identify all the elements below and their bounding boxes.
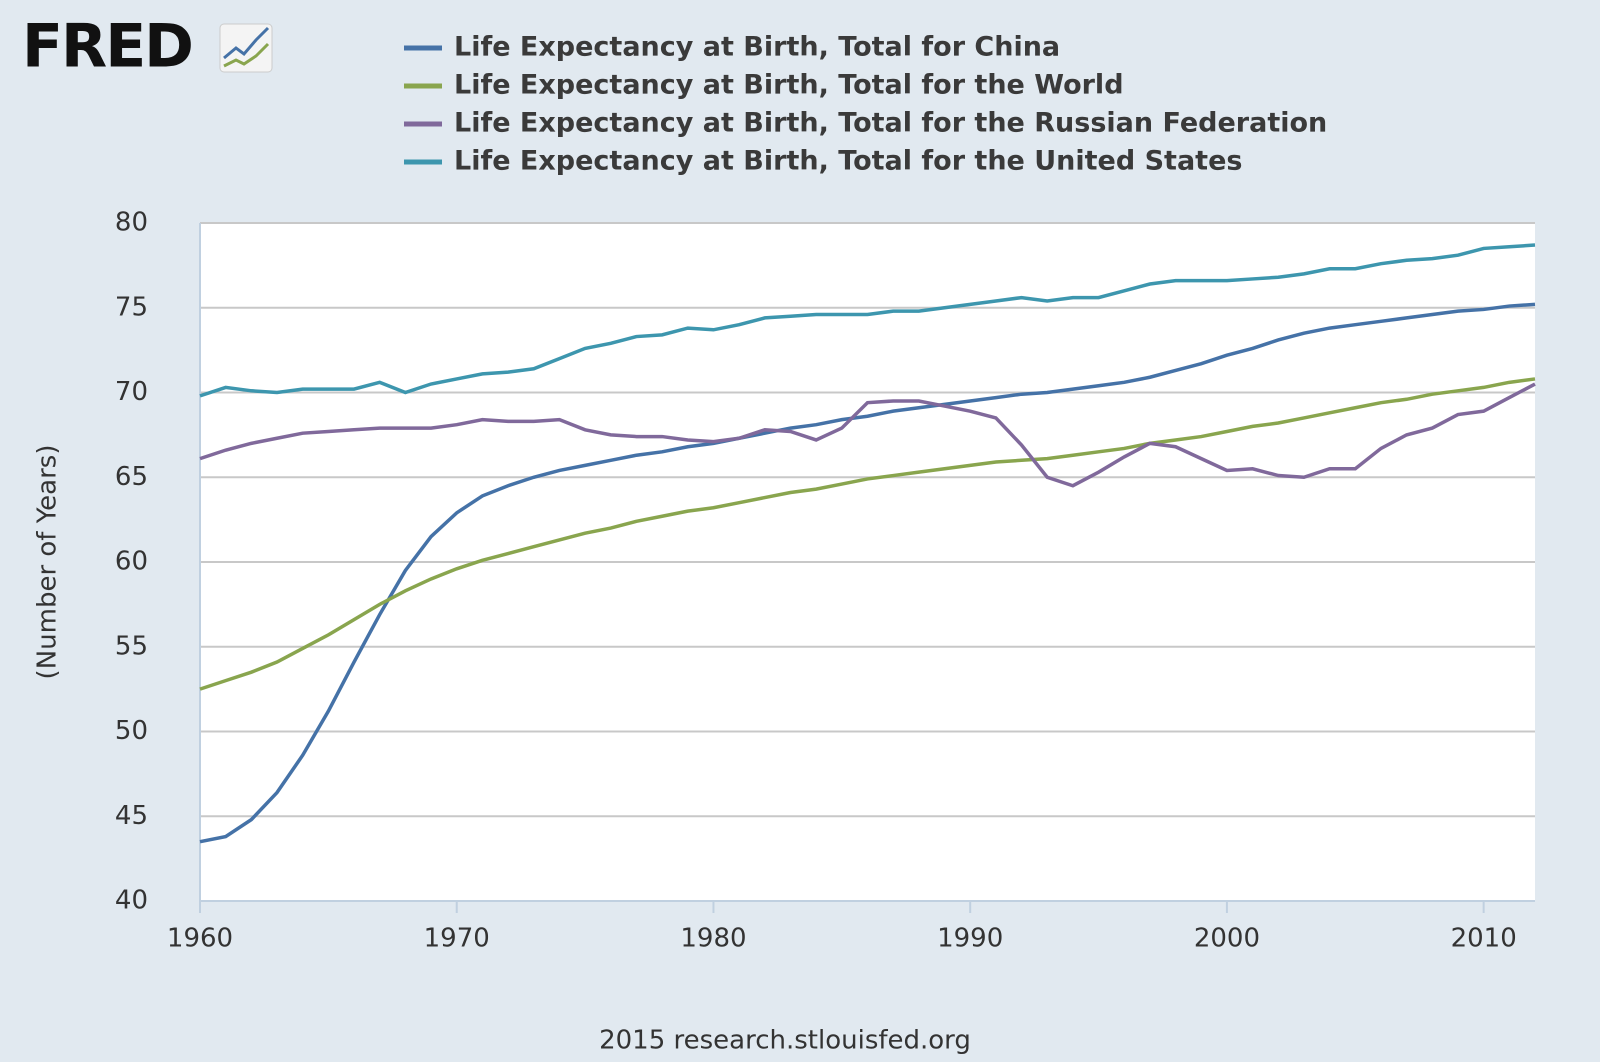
- y-tick-label: 75: [115, 292, 148, 322]
- x-tick-label: 1990: [937, 924, 1003, 954]
- y-tick-label: 65: [115, 462, 148, 492]
- series-line: [199, 382, 1536, 488]
- logo: FRED: [22, 12, 192, 82]
- y-tick-label: 40: [115, 886, 148, 916]
- x-tick-label: 1960: [167, 924, 233, 954]
- legend-label: Life Expectancy at Birth, Total for the …: [454, 146, 1242, 177]
- logo-icon: [219, 23, 273, 73]
- y-tick-label: 50: [115, 716, 148, 746]
- y-tick-label: 60: [115, 547, 148, 577]
- y-tick-label: 80: [115, 208, 148, 238]
- legend-label: Life Expectancy at Birth, Total for Chin…: [454, 32, 1060, 63]
- source: 2015 research.stlouisfed.org: [599, 1026, 971, 1056]
- y-tick-label: 55: [115, 631, 148, 661]
- series-line: [199, 302, 1536, 844]
- x-tick-label: 1980: [680, 924, 746, 954]
- legend-label: Life Expectancy at Birth, Total for the …: [454, 70, 1124, 101]
- x-tick-label: 2000: [1194, 924, 1260, 954]
- y-tick-label: 45: [115, 801, 148, 831]
- x-tick-label: 2010: [1451, 924, 1517, 954]
- legend-label: Life Expectancy at Birth, Total for the …: [454, 108, 1327, 139]
- y-tick-label: 70: [115, 377, 148, 407]
- x-tick-label: 1970: [424, 924, 490, 954]
- y-axis-label: (Number of Years): [33, 445, 63, 680]
- series-line: [199, 377, 1536, 691]
- series-line: [199, 243, 1536, 398]
